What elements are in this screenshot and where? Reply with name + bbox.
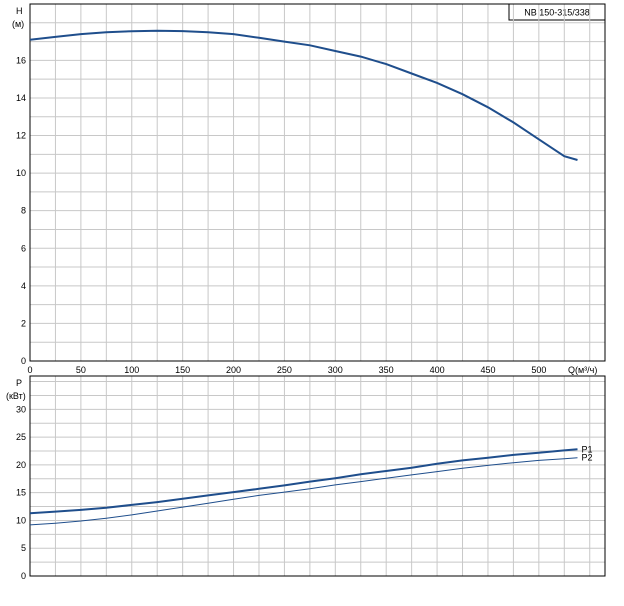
flow-x-tick-label: 350 <box>379 365 394 375</box>
head-chart: H (м) 0 2 4 6 8 10 12 14 16 0 50 100 150 200 250 300 35… <box>12 3 606 375</box>
power-curve-p2 <box>29 457 578 526</box>
power-y-tick-label: 25 <box>16 432 26 442</box>
head-y-tick-label: 0 <box>21 356 26 366</box>
flow-x-tick-label: 50 <box>76 365 86 375</box>
head-y-tick-label: 4 <box>21 281 26 291</box>
flow-x-tick-label: 500 <box>531 365 546 375</box>
head-y-tick-label: 6 <box>21 243 26 253</box>
power-y-tick-label: 5 <box>21 543 26 553</box>
head-y-tick-label: 14 <box>16 93 26 103</box>
power-chart-frame <box>29 375 606 577</box>
head-y-tick-label: 8 <box>21 206 26 216</box>
head-y-tick-label: 2 <box>21 318 26 328</box>
power-series-label-p1: P1 <box>582 444 593 454</box>
flow-x-tick-label: 250 <box>277 365 292 375</box>
power-curve-p1 <box>29 448 578 515</box>
head-axis-unit: (м) <box>12 19 24 29</box>
head-curve <box>29 29 578 161</box>
head-y-tick-label: 16 <box>16 55 26 65</box>
power-y-tick-label: 30 <box>16 404 26 414</box>
head-y-tick-label: 12 <box>16 131 26 141</box>
head-chart-frame <box>29 3 606 362</box>
flow-x-tick-label: 0 <box>27 365 32 375</box>
power-curves-group <box>29 448 578 526</box>
head-y-tick-label: 10 <box>16 168 26 178</box>
power-series-label-p2: P2 <box>582 453 593 463</box>
flow-x-tick-label: 400 <box>430 365 445 375</box>
head-curve-group <box>29 29 578 161</box>
power-y-tick-label: 20 <box>16 460 26 470</box>
flow-axis-label: Q(м³/ч) <box>568 365 597 375</box>
flow-x-tick-label: 450 <box>480 365 495 375</box>
flow-x-tick-label: 200 <box>226 365 241 375</box>
power-y-tick-label: 15 <box>16 488 26 498</box>
power-axis-unit: (кВт) <box>6 391 26 401</box>
flow-x-tick-label: 150 <box>175 365 190 375</box>
head-y-tick-labels: 0 2 4 6 8 10 12 14 16 <box>16 55 26 366</box>
power-chart-grid <box>30 376 605 576</box>
flow-x-tick-label: 100 <box>124 365 139 375</box>
model-label: NB 150-315/338 <box>524 8 590 18</box>
power-y-tick-label: 0 <box>21 571 26 581</box>
head-axis-label: H <box>16 6 23 16</box>
power-axis-label: P <box>16 378 22 388</box>
head-chart-grid <box>30 4 605 361</box>
power-y-tick-label: 10 <box>16 515 26 525</box>
flow-x-tick-label: 300 <box>328 365 343 375</box>
model-label-box: NB 150-315/338 <box>508 3 606 21</box>
power-y-tick-labels: 0 5 10 15 20 25 30 <box>16 404 26 581</box>
flow-x-tick-labels: 0 50 100 150 200 250 300 350 400 450 500 <box>27 365 546 375</box>
